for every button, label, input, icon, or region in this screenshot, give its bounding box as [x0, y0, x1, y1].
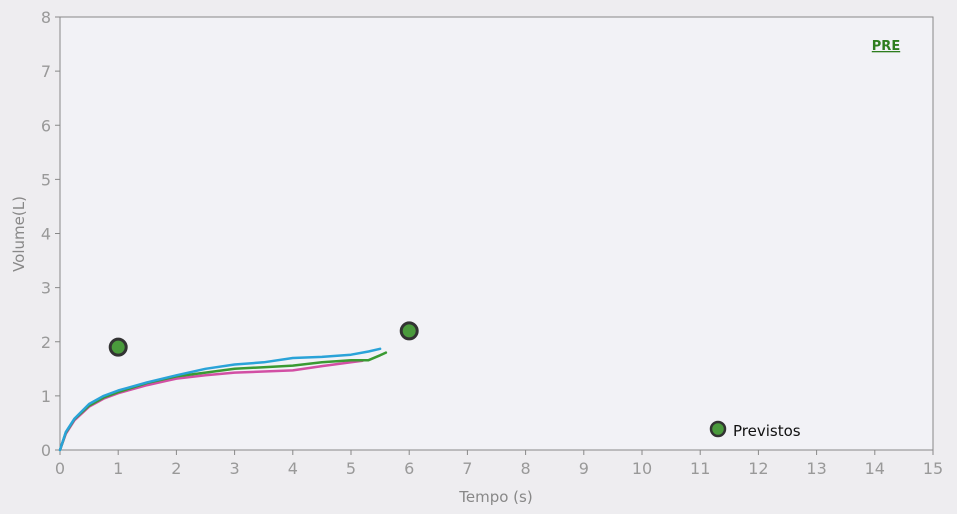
y-tick-label: 3 — [41, 279, 51, 298]
x-tick-label: 5 — [346, 459, 356, 478]
x-tick-label: 6 — [404, 459, 414, 478]
x-tick-label: 8 — [521, 459, 531, 478]
x-tick-label: 14 — [865, 459, 885, 478]
y-tick-label: 1 — [41, 387, 51, 406]
x-tick-label: 2 — [171, 459, 181, 478]
predicted-point — [399, 321, 419, 341]
legend: Previstos — [709, 420, 801, 440]
x-tick-label: 12 — [748, 459, 768, 478]
chart-title: PRE — [872, 39, 900, 54]
series-line-3 — [58, 347, 382, 452]
x-tick-label: 11 — [690, 459, 710, 478]
y-tick-label: 2 — [41, 333, 51, 352]
x-tick-label: 0 — [55, 459, 65, 478]
y-axis-label: Volume(L) — [10, 196, 28, 272]
plot-area — [59, 16, 934, 451]
x-tick-label: 15 — [923, 459, 943, 478]
x-tick-label: 10 — [632, 459, 652, 478]
legend-label: Previstos — [733, 422, 801, 440]
x-tick-label: 13 — [806, 459, 826, 478]
x-tick-label: 7 — [462, 459, 472, 478]
y-tick-label: 0 — [41, 441, 51, 460]
y-tick-label: 8 — [41, 8, 51, 27]
x-tick-label: 1 — [113, 459, 123, 478]
x-tick-label: 4 — [288, 459, 298, 478]
x-tick-label: 3 — [230, 459, 240, 478]
y-tick-label: 6 — [41, 116, 51, 135]
predicted-point — [108, 337, 128, 357]
x-tick-label: 9 — [579, 459, 589, 478]
series-lines — [58, 347, 388, 452]
legend-marker — [709, 420, 727, 438]
y-tick-label: 4 — [41, 225, 51, 244]
x-axis-label: Tempo (s) — [458, 488, 532, 506]
predicted-points — [108, 321, 419, 357]
y-tick-label: 5 — [41, 170, 51, 189]
y-tick-label: 7 — [41, 62, 51, 81]
